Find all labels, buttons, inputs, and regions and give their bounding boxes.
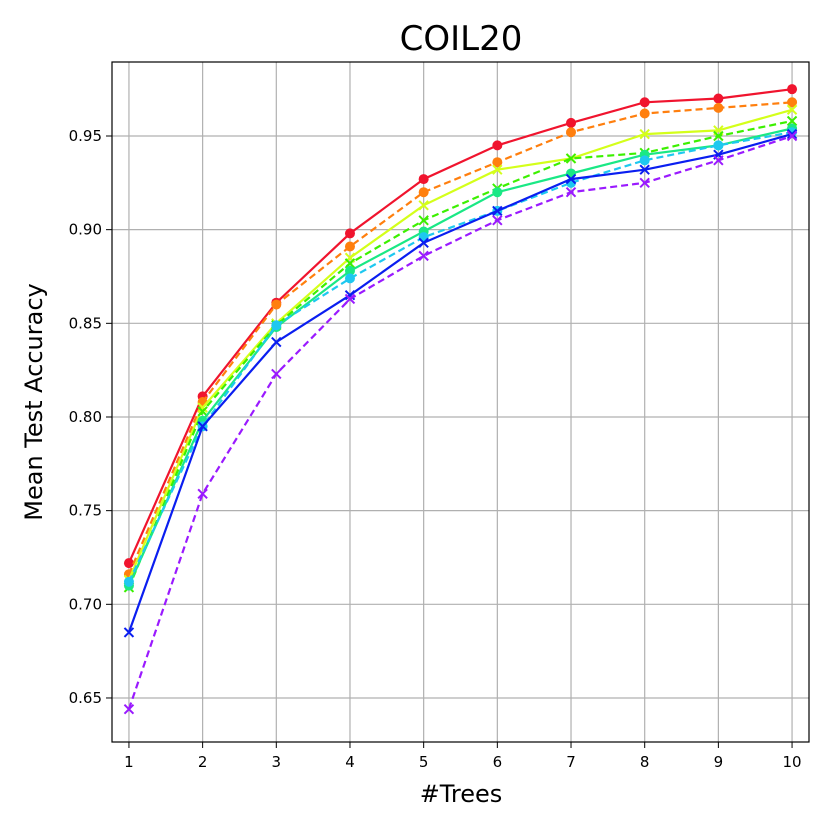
y-tick-label: 0.90	[69, 221, 102, 239]
data-point	[713, 140, 724, 151]
data-point	[492, 157, 503, 168]
data-point	[123, 627, 135, 638]
data-point	[639, 164, 650, 175]
x-tick-label: 7	[566, 753, 576, 771]
data-point	[786, 130, 798, 142]
data-point	[492, 215, 503, 226]
y-tick-label: 0.75	[69, 502, 102, 520]
series-layer	[123, 84, 798, 715]
data-point	[271, 336, 282, 348]
data-point	[418, 215, 429, 226]
y-tick-label: 0.70	[69, 595, 102, 613]
series-line	[127, 131, 793, 583]
x-tick-label: 10	[783, 753, 802, 771]
x-tick-label: 5	[419, 753, 429, 771]
data-point	[565, 153, 577, 164]
data-point	[271, 368, 282, 380]
data-point	[197, 421, 208, 432]
y-tick-label: 0.95	[69, 127, 102, 145]
series-line	[127, 127, 793, 587]
data-point	[271, 320, 282, 331]
data-point	[197, 402, 208, 413]
x-axis: 1 2 3 4 5 6 7 8 9 10	[124, 742, 802, 771]
data-point	[786, 104, 798, 115]
series-line	[127, 133, 793, 633]
x-tick-label: 8	[640, 753, 650, 771]
data-point	[713, 102, 724, 113]
data-point	[271, 299, 282, 310]
data-point	[786, 115, 798, 127]
x-tick-label: 9	[714, 753, 724, 771]
data-point	[787, 97, 798, 108]
y-tick-label: 0.65	[69, 689, 102, 707]
data-point	[123, 704, 135, 715]
data-point	[566, 127, 577, 138]
data-point	[787, 84, 798, 95]
data-point	[123, 558, 134, 569]
data-point	[492, 187, 503, 198]
data-point	[492, 164, 503, 175]
series-line	[127, 101, 793, 575]
series-line	[127, 88, 793, 564]
data-point	[713, 130, 724, 142]
data-point	[418, 200, 429, 211]
data-point	[344, 241, 355, 252]
series-line	[127, 119, 793, 588]
series-6	[123, 127, 798, 587]
data-point	[639, 108, 650, 119]
data-point	[639, 97, 650, 108]
series-line	[127, 134, 793, 710]
grid	[112, 62, 809, 742]
plot-frame	[111, 61, 810, 743]
y-tick-label: 0.80	[69, 408, 102, 426]
data-point	[418, 174, 429, 185]
data-point	[639, 155, 650, 166]
x-axis-label: #Trees	[420, 780, 503, 808]
series-1	[123, 84, 798, 569]
data-point	[639, 128, 650, 140]
series-5	[123, 123, 798, 591]
chart-title: COIL20	[400, 19, 523, 59]
data-point	[713, 93, 724, 104]
data-point	[344, 265, 355, 276]
data-point	[344, 293, 356, 305]
series-line	[127, 108, 793, 581]
data-point	[344, 273, 355, 284]
y-axis-label: Mean Test Accuracy	[20, 283, 48, 520]
data-point	[492, 205, 503, 217]
data-point	[566, 117, 577, 128]
data-point	[344, 258, 356, 269]
data-point	[418, 237, 429, 248]
series-2	[123, 97, 798, 580]
x-tick-label: 4	[345, 753, 355, 771]
data-point	[418, 187, 429, 198]
x-tick-label: 2	[198, 753, 208, 771]
y-axis: 0.65 0.70 0.75 0.80 0.85 0.90 0.95	[69, 127, 112, 707]
data-point	[492, 140, 503, 151]
data-point	[713, 155, 724, 166]
x-tick-label: 1	[124, 753, 134, 771]
data-point	[123, 576, 134, 587]
series-8	[123, 130, 798, 715]
data-point	[786, 128, 798, 140]
data-point	[197, 488, 208, 499]
data-point	[565, 186, 577, 198]
x-tick-label: 3	[272, 753, 282, 771]
data-point	[418, 250, 429, 262]
data-point	[197, 406, 208, 417]
data-point	[639, 177, 650, 189]
y-tick-label: 0.85	[69, 314, 102, 332]
x-tick-label: 6	[493, 753, 503, 771]
data-point	[344, 228, 355, 239]
data-point	[565, 173, 577, 185]
